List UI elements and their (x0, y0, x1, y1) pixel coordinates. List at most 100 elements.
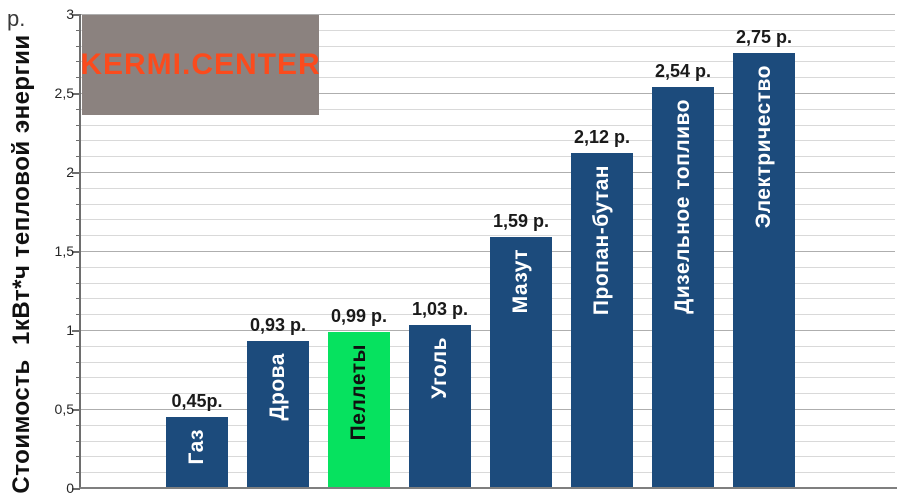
bar-1: Газ (166, 417, 228, 488)
y-axis-major-tick (72, 330, 80, 332)
y-axis-tick-label: 0 (66, 480, 74, 496)
y-axis-title: Стоимость 1кВт*ч тепловой энергии (8, 34, 35, 494)
gridline (80, 61, 895, 62)
gridline (80, 425, 895, 426)
gridline (80, 409, 895, 410)
bar-category-label: Электричество (752, 65, 775, 229)
gridline (80, 204, 895, 205)
y-axis-minor-tick (76, 314, 80, 315)
bar-4: Уголь (409, 325, 471, 488)
gridline (80, 362, 895, 363)
bar-category-label: Пеллеты (347, 344, 370, 441)
bar-category-label: Дрова (266, 353, 289, 421)
y-axis-minor-tick (76, 346, 80, 347)
gridline (80, 156, 895, 157)
bar-value-label: 0,93 р. (249, 315, 307, 335)
y-axis-minor-tick (76, 46, 80, 47)
y-axis-minor-tick (76, 156, 80, 157)
bar-category-label: Газ (185, 429, 208, 465)
gridline (80, 140, 895, 141)
y-axis-major-tick (72, 251, 80, 253)
bar-category-label: Дизельное топливо (671, 99, 694, 314)
gridline (80, 235, 895, 236)
gridline (80, 346, 895, 347)
y-axis-minor-tick (76, 298, 80, 299)
y-axis-major-tick (72, 93, 80, 95)
y-axis-minor-tick (76, 140, 80, 141)
gridline (80, 330, 895, 331)
gridline (80, 298, 895, 299)
y-axis-minor-tick (76, 125, 80, 126)
y-axis-tick-label: 3 (66, 6, 74, 22)
y-axis-minor-tick (76, 109, 80, 110)
y-axis-minor-tick (76, 393, 80, 394)
gridline (80, 46, 895, 47)
gridline (80, 472, 895, 473)
gridline (80, 267, 895, 268)
gridline (80, 188, 895, 189)
y-axis-minor-tick (76, 30, 80, 31)
bar-value-label: 1,59 р. (492, 211, 550, 231)
y-axis-minor-tick (76, 283, 80, 284)
bar-3: Пеллеты (328, 332, 390, 488)
y-axis-major-tick (72, 488, 80, 490)
gridline (80, 125, 895, 126)
y-axis-minor-tick (76, 77, 80, 78)
bar-value-label: 2,75 р. (735, 27, 793, 47)
y-axis-minor-tick (76, 204, 80, 205)
bar-value-label: 0,99 р. (330, 306, 388, 326)
gridline (80, 30, 895, 31)
bar-5: Мазут (490, 237, 552, 488)
y-axis-minor-tick (76, 235, 80, 236)
y-axis-minor-tick (76, 267, 80, 268)
y-axis-major-tick (72, 409, 80, 411)
gridline (80, 251, 895, 252)
y-axis-minor-tick (76, 362, 80, 363)
gridline (80, 172, 895, 173)
gridline (80, 109, 895, 110)
gridline (80, 283, 895, 284)
y-axis-minor-tick (76, 456, 80, 457)
y-axis-tick-label: 1,5 (54, 243, 74, 259)
gridline (80, 219, 895, 220)
bar-category-label: Пропан-бутан (590, 165, 613, 316)
y-axis-minor-tick (76, 219, 80, 220)
y-axis-tick-label: 2 (66, 164, 74, 180)
gridline (80, 77, 895, 78)
gridline (80, 393, 895, 394)
watermark-text: KERMI.CENTER (80, 48, 321, 81)
y-axis-major-tick (72, 14, 80, 16)
bar-6: Пропан-бутан (571, 153, 633, 488)
y-axis-tick-label: 2,5 (54, 85, 74, 101)
x-axis-line (79, 487, 897, 489)
y-axis-minor-tick (76, 472, 80, 473)
bar-category-label: Уголь (428, 337, 451, 399)
watermark: KERMI.CENTER (80, 15, 321, 115)
y-axis-minor-tick (76, 61, 80, 62)
bar-2: Дрова (247, 341, 309, 488)
bar-7: Дизельное топливо (652, 87, 714, 488)
gridline (80, 14, 895, 15)
y-axis-unit-label: р. (7, 6, 26, 31)
gridline (80, 314, 895, 315)
y-axis-tick-label: 1 (66, 322, 74, 338)
bar-value-label: 0,45р. (171, 391, 223, 411)
y-axis-tick-label: 0,5 (54, 401, 74, 417)
y-axis-minor-tick (76, 377, 80, 378)
y-axis-major-tick (72, 172, 80, 174)
bar-8: Электричество (733, 53, 795, 488)
y-axis-line (79, 14, 81, 489)
bar-value-label: 2,54 р. (654, 61, 712, 81)
gridline (80, 93, 895, 94)
gridline (80, 456, 895, 457)
gridline (80, 441, 895, 442)
bar-value-label: 2,12 р. (573, 127, 631, 147)
gridline (80, 377, 895, 378)
bar-category-label: Мазут (509, 249, 532, 314)
y-axis-minor-tick (76, 188, 80, 189)
y-axis-minor-tick (76, 425, 80, 426)
bar-value-label: 1,03 р. (411, 299, 469, 319)
y-axis-minor-tick (76, 441, 80, 442)
plot-area: Газ 0,45р. Дрова 0,93 р. Пеллеты 0,99 р. Уголь… (80, 14, 895, 488)
